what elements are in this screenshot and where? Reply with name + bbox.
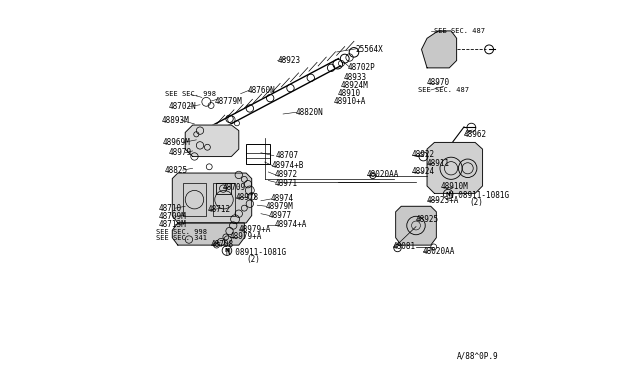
Text: 48020AA: 48020AA — [366, 170, 399, 179]
Text: 48974: 48974 — [270, 195, 293, 203]
Text: 48974+B: 48974+B — [271, 161, 303, 170]
Bar — [216, 183, 230, 194]
Text: 48712: 48712 — [208, 205, 231, 215]
Bar — [246, 144, 270, 164]
Polygon shape — [396, 206, 436, 245]
Text: A/88^0P.9: A/88^0P.9 — [456, 351, 498, 360]
Text: 48974+A: 48974+A — [275, 220, 307, 229]
Text: 48702N: 48702N — [168, 102, 196, 111]
Polygon shape — [185, 125, 239, 157]
Bar — [184, 183, 205, 216]
Text: 48923: 48923 — [278, 56, 301, 65]
Text: 48710: 48710 — [159, 203, 182, 213]
Text: 48979+A: 48979+A — [230, 232, 262, 241]
Text: SEE SEC. 998: SEE SEC. 998 — [156, 229, 207, 235]
Text: SEE SEC. 341: SEE SEC. 341 — [156, 235, 207, 241]
Text: 48709M: 48709M — [159, 212, 186, 221]
Text: 25564X: 25564X — [355, 45, 383, 54]
Text: 48910: 48910 — [338, 89, 361, 98]
Text: 48962: 48962 — [464, 130, 487, 139]
Text: 48709: 48709 — [222, 183, 245, 192]
Text: 48713M: 48713M — [159, 220, 186, 229]
Text: 48910M: 48910M — [441, 182, 469, 191]
Text: 48971: 48971 — [275, 179, 298, 187]
Text: 48979: 48979 — [168, 148, 192, 157]
Text: N 08911-1081G: N 08911-1081G — [226, 248, 286, 257]
Text: N: N — [446, 192, 451, 197]
Text: 48820N: 48820N — [296, 108, 324, 117]
Polygon shape — [172, 223, 244, 245]
Text: 48911: 48911 — [427, 158, 450, 168]
Text: (2): (2) — [246, 255, 260, 264]
Text: 48977: 48977 — [268, 211, 291, 220]
Polygon shape — [427, 142, 483, 193]
Text: 48924M: 48924M — [340, 81, 368, 90]
Text: 48910+A: 48910+A — [334, 97, 367, 106]
Text: N 08911-1081G: N 08911-1081G — [449, 191, 509, 200]
Polygon shape — [422, 31, 456, 68]
Text: 48933: 48933 — [344, 73, 367, 81]
Text: 48969M: 48969M — [163, 138, 190, 147]
Text: 48893M: 48893M — [162, 116, 189, 125]
Text: SEE SEC. 998: SEE SEC. 998 — [165, 92, 216, 97]
Text: 48978: 48978 — [236, 193, 259, 202]
Text: 48924: 48924 — [412, 167, 435, 176]
Text: 48020AA: 48020AA — [422, 247, 455, 256]
Text: 48979M: 48979M — [266, 202, 293, 211]
Text: SEE SEC. 487: SEE SEC. 487 — [418, 87, 469, 93]
Text: 48708: 48708 — [211, 240, 234, 249]
Text: 48707: 48707 — [276, 151, 299, 160]
Text: 48081: 48081 — [393, 243, 416, 251]
Text: 48779M: 48779M — [215, 97, 243, 106]
Text: (2): (2) — [470, 198, 483, 207]
Text: 48825: 48825 — [165, 166, 188, 174]
Text: 48979+A: 48979+A — [239, 225, 271, 234]
Text: 48922: 48922 — [412, 150, 435, 159]
Bar — [213, 183, 235, 216]
Text: N: N — [225, 248, 229, 253]
Text: 48972: 48972 — [275, 170, 298, 179]
Text: 48702P: 48702P — [348, 63, 376, 72]
Text: SEE SEC. 487: SEE SEC. 487 — [435, 28, 486, 34]
Text: 48925: 48925 — [416, 215, 439, 224]
Text: 48923+A: 48923+A — [427, 196, 460, 205]
Text: 48760N: 48760N — [248, 86, 276, 94]
Text: 48970: 48970 — [427, 78, 450, 87]
Polygon shape — [172, 173, 252, 223]
